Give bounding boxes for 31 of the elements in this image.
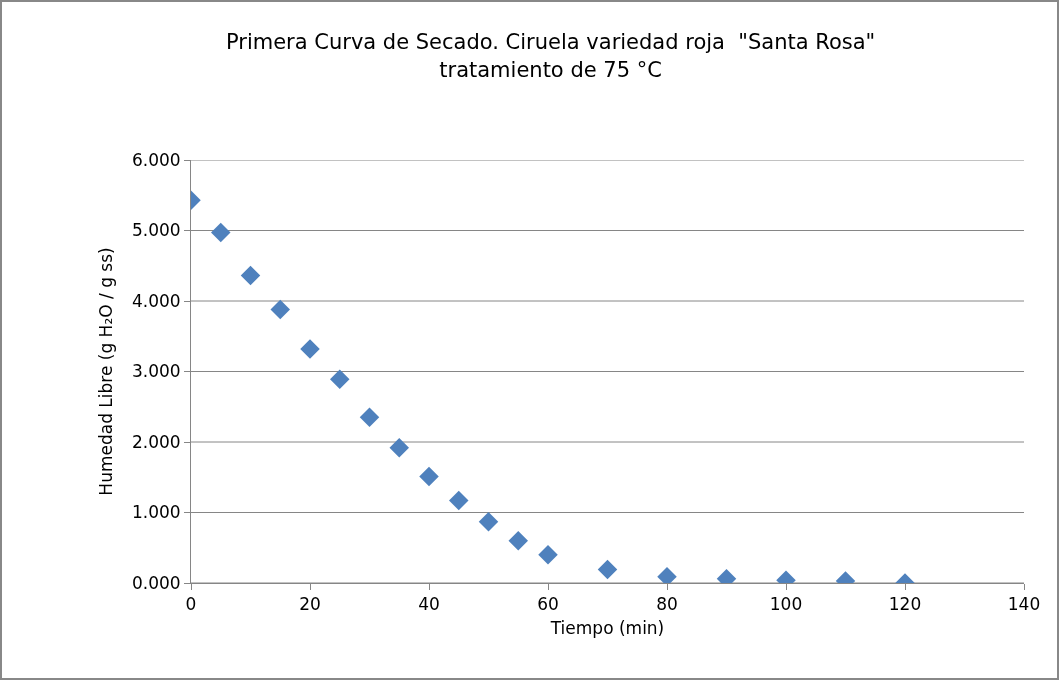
y-axis-title: Humedad Libre (g H₂O / g ss) xyxy=(96,247,117,496)
y-tick-label: 1.000 xyxy=(131,502,181,523)
x-axis-title: Tiempo (min) xyxy=(549,617,665,638)
point xyxy=(240,265,261,286)
x-tick-label: 120 xyxy=(888,594,922,615)
point xyxy=(300,339,320,359)
x-tick-label: 80 xyxy=(656,594,678,615)
point xyxy=(508,530,528,551)
point xyxy=(478,511,499,532)
y-tick-label: 0.000 xyxy=(131,572,181,593)
point xyxy=(419,466,439,487)
x-tick-label: 0 xyxy=(185,594,197,615)
point xyxy=(538,545,558,565)
x-tick-label: 20 xyxy=(299,594,321,615)
y-tick-label: 5.000 xyxy=(131,220,181,241)
point xyxy=(597,559,618,580)
y-tick-label: 4.000 xyxy=(131,290,181,311)
y-tick-label: 6.000 xyxy=(131,149,181,170)
point xyxy=(270,299,290,320)
y-tick-label: 3.000 xyxy=(131,361,181,382)
point xyxy=(359,407,380,428)
x-tick-label: 40 xyxy=(418,594,440,615)
x-tick-label: 140 xyxy=(1007,594,1041,615)
point xyxy=(389,437,409,458)
x-tick-label: 60 xyxy=(537,594,559,615)
chart-title: Primera Curva de Secado. Ciruela variedad roja "Santa Rosa" tratamiento de 75 °C xyxy=(225,30,876,82)
point xyxy=(211,222,231,243)
point xyxy=(449,490,469,511)
point xyxy=(330,369,350,390)
y-tick-label: 2.000 xyxy=(131,431,181,452)
x-tick-label: 100 xyxy=(769,594,803,615)
